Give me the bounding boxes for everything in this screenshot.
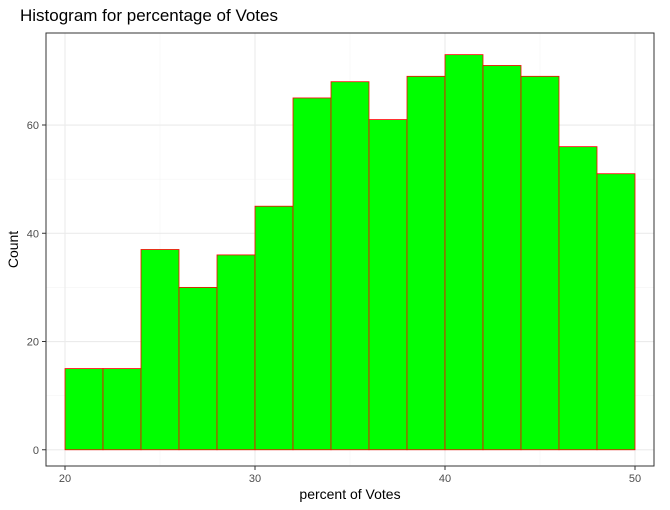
histogram-bar bbox=[216, 254, 256, 451]
y-tick-label: 40 bbox=[27, 228, 39, 240]
y-tick-label: 60 bbox=[27, 120, 39, 132]
histogram-bar bbox=[140, 249, 180, 451]
x-tick-label: 40 bbox=[439, 473, 451, 485]
histogram-bar bbox=[368, 119, 408, 451]
axis-ticks: 20 30 40 50 0 20 40 60 bbox=[27, 120, 641, 485]
x-tick-label: 30 bbox=[249, 473, 261, 485]
bars bbox=[64, 54, 636, 451]
y-tick-label: 20 bbox=[27, 337, 39, 349]
histogram-bar bbox=[330, 81, 370, 451]
histogram-bar bbox=[482, 65, 522, 451]
histogram-bar bbox=[444, 54, 484, 451]
chart-title: Histogram for percentage of Votes bbox=[20, 6, 278, 25]
panel-border bbox=[45, 32, 655, 467]
x-tick-label: 50 bbox=[629, 473, 641, 485]
histogram-bar bbox=[596, 173, 636, 451]
histogram-bar bbox=[292, 97, 332, 451]
histogram-bar bbox=[558, 146, 598, 451]
y-tick-label: 0 bbox=[33, 445, 39, 457]
histogram-bar bbox=[102, 368, 142, 451]
histogram-bar bbox=[178, 286, 218, 451]
x-tick-label: 20 bbox=[59, 473, 71, 485]
histogram-bar bbox=[520, 75, 560, 451]
x-axis-title: percent of Votes bbox=[299, 486, 400, 502]
histogram-bar bbox=[254, 205, 294, 451]
histogram-bar bbox=[64, 368, 104, 451]
histogram-bar bbox=[406, 75, 446, 451]
y-axis-title: Count bbox=[5, 231, 21, 268]
